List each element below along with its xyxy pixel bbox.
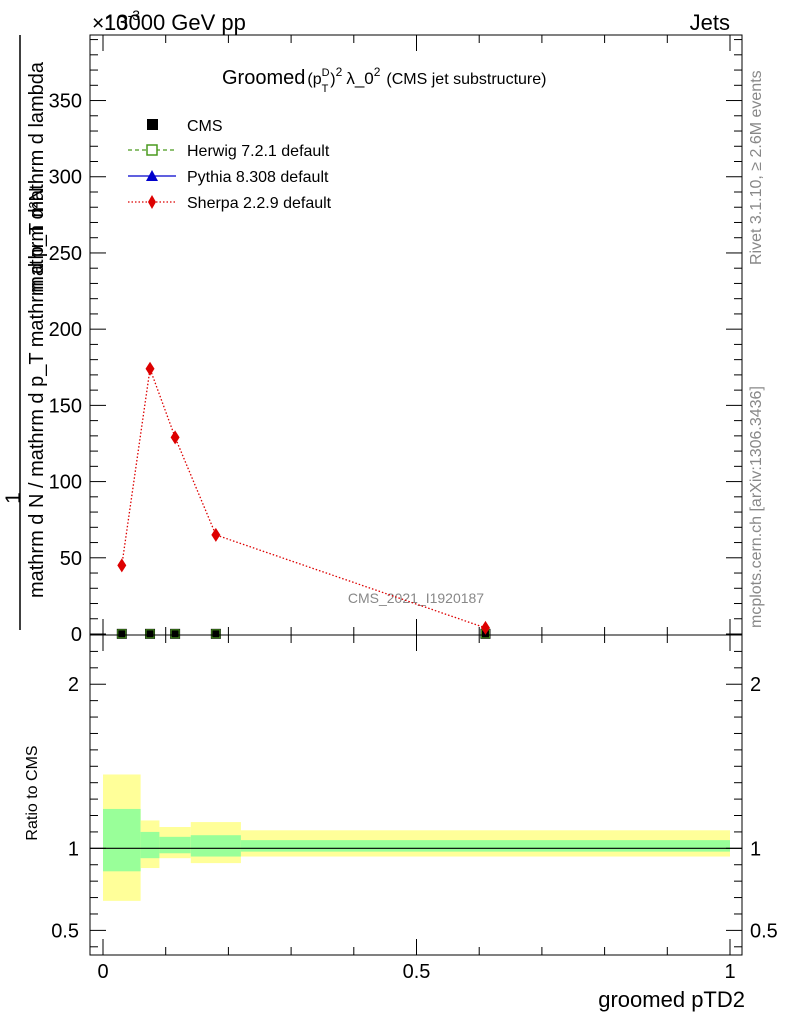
ratio-band-inner bbox=[190, 835, 241, 857]
y-tick-label: 100 bbox=[49, 472, 82, 494]
main-ylabel: 1 mathrm d²N mathrm d N / mathrm d p_T m… bbox=[2, 35, 48, 630]
y-tick-label: 250 bbox=[49, 243, 82, 265]
y-tick-label: 150 bbox=[49, 395, 82, 417]
herwig-point bbox=[211, 629, 221, 639]
header-right: Jets bbox=[690, 10, 730, 35]
herwig-point bbox=[145, 629, 155, 639]
sherpa-point bbox=[170, 430, 180, 445]
ratio-ylabel: Ratio to CMS bbox=[24, 745, 41, 840]
y-tick-label: 50 bbox=[60, 548, 82, 570]
y-tick-label: 200 bbox=[49, 319, 82, 341]
legend-herwig-marker bbox=[146, 144, 158, 156]
ratio-frame bbox=[89, 634, 743, 956]
ylabel-numerator: mathrm d²N bbox=[26, 187, 48, 293]
plot-title: Groomed (pD T)2 λ_02 (CMS jet substructure) bbox=[222, 65, 546, 95]
main-ticks: 0 50 100 150 200 250 300 350 bbox=[49, 35, 742, 646]
legend: CMS Herwig 7.2.1 default Pythia 8.308 de… bbox=[128, 118, 332, 212]
ratio-y-tick-label: 2 bbox=[750, 674, 761, 696]
ratio-y-tick-label: 1 bbox=[750, 838, 761, 860]
y-tick-label: 0 bbox=[71, 624, 82, 646]
ratio-ticks: 0.5 0.5 1 1 2 2 0 0.5 1 bbox=[51, 635, 778, 983]
ratio-y-tick-label: 0.5 bbox=[750, 920, 778, 942]
x-axis-label: groomed pTD2 bbox=[598, 987, 745, 1012]
header-left: 13000 GeV pp bbox=[104, 10, 246, 35]
ratio-band-inner bbox=[103, 808, 141, 872]
sherpa-point bbox=[211, 527, 221, 542]
cms-point bbox=[145, 628, 156, 639]
analysis-watermark: CMS_2021_I1920187 bbox=[348, 590, 484, 606]
ylabel-one: 1 bbox=[2, 492, 25, 504]
ratio-y-tick-label: 2 bbox=[68, 674, 79, 696]
exponent-label: ×10-3 bbox=[92, 7, 140, 35]
cms-point bbox=[170, 628, 181, 639]
side-text-bottom: mcplots.cern.ch [arXiv:1306.3436] bbox=[748, 386, 765, 628]
herwig-point bbox=[170, 629, 180, 639]
ylabel-denominator: mathrm d N / mathrm d p_T mathrm d p_T m… bbox=[26, 61, 48, 598]
ratio-y-tick-label: 1 bbox=[68, 838, 79, 860]
x-tick-label: 0.5 bbox=[403, 961, 431, 983]
legend-label: Sherpa 2.2.9 default bbox=[187, 195, 332, 212]
herwig-point bbox=[117, 629, 127, 639]
legend-label: Herwig 7.2.1 default bbox=[187, 143, 330, 160]
ratio-band-inner bbox=[159, 836, 191, 854]
sherpa-point bbox=[117, 558, 127, 573]
ratio-band-inner bbox=[240, 840, 730, 852]
side-text-top: Rivet 3.1.10, ≥ 2.6M events bbox=[748, 70, 765, 265]
sherpa-point bbox=[480, 620, 490, 635]
ratio-y-tick-label: 0.5 bbox=[51, 920, 79, 942]
ratio-band-inner bbox=[140, 831, 160, 859]
y-tick-label: 350 bbox=[49, 91, 82, 113]
y-tick-label: 300 bbox=[49, 167, 82, 189]
legend-sherpa-marker bbox=[148, 195, 156, 209]
legend-label: CMS bbox=[187, 118, 223, 135]
cms-point bbox=[210, 628, 221, 639]
x-tick-label: 1 bbox=[724, 961, 735, 983]
legend-label: Pythia 8.308 default bbox=[187, 169, 329, 186]
main-data bbox=[116, 361, 491, 639]
cms-point bbox=[116, 628, 127, 639]
ratio-bands bbox=[90, 774, 742, 901]
x-tick-label: 0 bbox=[97, 961, 108, 983]
sherpa-point bbox=[145, 361, 155, 376]
legend-pythia-marker bbox=[146, 170, 158, 181]
legend-cms-marker bbox=[147, 119, 158, 130]
